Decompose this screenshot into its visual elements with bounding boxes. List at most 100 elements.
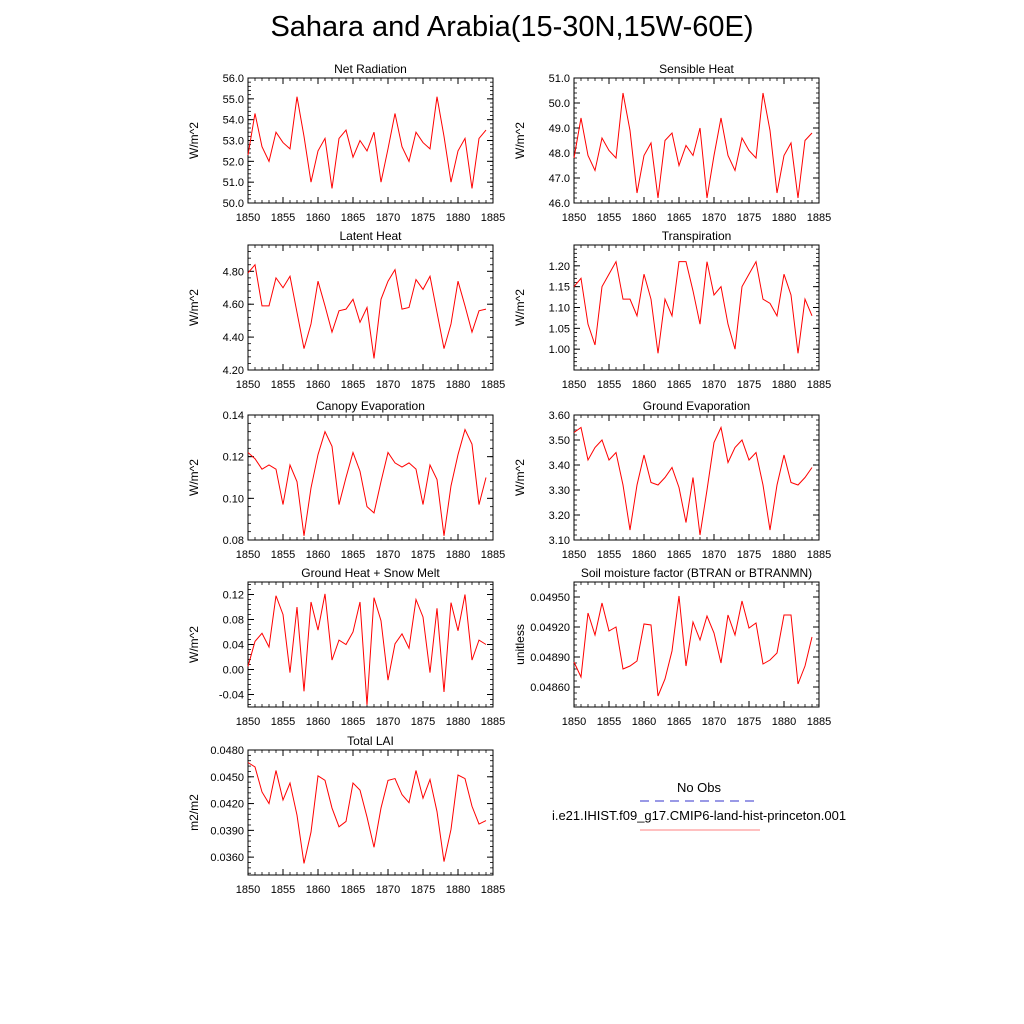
y-tick-label: 47.0 — [549, 173, 570, 185]
y-axis-label: m2/m2 — [187, 794, 201, 831]
x-tick-label: 1870 — [376, 716, 400, 728]
y-axis-label: W/m^2 — [187, 459, 201, 496]
x-tick-label: 1850 — [236, 716, 260, 728]
panel-1: Net Radiation 1850 1855 1860 1865 1870 1875 188… — [187, 62, 505, 224]
panel-3: Latent Heat 1850 1855 1860 1865 1870 1875 1880 1… — [187, 229, 505, 391]
y-tick-label: 3.50 — [549, 435, 570, 447]
x-tick-label: 1875 — [737, 379, 761, 391]
y-tick-label: 4.60 — [223, 299, 244, 311]
y-tick-label: 52.0 — [223, 156, 244, 168]
y-tick-label: 3.10 — [549, 535, 570, 547]
x-tick-label: 1885 — [807, 212, 831, 224]
y-tick-label: 1.00 — [549, 344, 570, 356]
x-tick-label: 1875 — [411, 379, 435, 391]
panel-title: Ground Heat + Snow Melt — [301, 566, 440, 580]
panel-5: Canopy Evaporation 1850 1855 1860 1865 1870 18… — [187, 399, 505, 561]
x-tick-label: 1855 — [271, 212, 295, 224]
y-axis-label: unitless — [513, 624, 527, 665]
plot-frame — [247, 414, 494, 541]
x-tick-label: 1875 — [411, 884, 435, 896]
x-tick-label: 1865 — [667, 212, 691, 224]
panel-title: Soil moisture factor (BTRAN or BTRANMN) — [581, 566, 812, 580]
y-tick-label: 49.0 — [549, 123, 570, 135]
y-tick-label: 0.04 — [223, 640, 244, 652]
series-line — [247, 263, 487, 359]
panel-title: Sensible Heat — [659, 62, 734, 76]
y-tick-label: 4.40 — [223, 332, 244, 344]
x-tick-label: 1870 — [376, 379, 400, 391]
x-tick-label: 1860 — [632, 379, 656, 391]
series-line — [247, 428, 487, 536]
x-tick-label: 1880 — [446, 212, 470, 224]
x-tick-label: 1885 — [481, 212, 505, 224]
x-tick-label: 1880 — [772, 716, 796, 728]
x-tick-label: 1850 — [236, 884, 260, 896]
series-line — [573, 92, 813, 199]
y-tick-label: 1.05 — [549, 323, 570, 335]
y-tick-label: 50.0 — [549, 98, 570, 110]
x-tick-label: 1860 — [306, 379, 330, 391]
x-tick-label: 1860 — [632, 549, 656, 561]
x-tick-label: 1875 — [411, 212, 435, 224]
y-tick-label: 0.0450 — [210, 772, 244, 784]
x-tick-label: 1850 — [562, 379, 586, 391]
legend-label-model: i.e21.IHIST.f09_g17.CMIP6-land-hist-prin… — [552, 808, 846, 823]
y-tick-label: 46.0 — [549, 198, 570, 210]
panel-7: Ground Heat + Snow Melt 1850 1855 1860 1865 1… — [187, 566, 505, 728]
y-tick-label: 3.60 — [549, 410, 570, 422]
x-tick-label: 1885 — [807, 379, 831, 391]
y-tick-label: 48.0 — [549, 148, 570, 160]
panel-title: Ground Evaporation — [643, 399, 750, 413]
panel-title: Transpiration — [662, 229, 732, 243]
plot-frame — [247, 244, 494, 371]
x-tick-label: 1860 — [306, 884, 330, 896]
x-tick-label: 1860 — [306, 549, 330, 561]
y-axis-label: W/m^2 — [187, 289, 201, 326]
panel-8: Soil moisture factor (BTRAN or BTRANMN) 1… — [513, 566, 831, 728]
x-tick-label: 1865 — [341, 884, 365, 896]
x-tick-label: 1860 — [632, 716, 656, 728]
y-tick-label: 4.20 — [223, 365, 244, 377]
x-tick-label: 1865 — [341, 212, 365, 224]
y-tick-label: 3.40 — [549, 460, 570, 472]
y-axis-label: W/m^2 — [187, 122, 201, 159]
x-tick-label: 1880 — [446, 549, 470, 561]
x-tick-label: 1850 — [562, 212, 586, 224]
x-tick-label: 1865 — [341, 716, 365, 728]
x-tick-label: 1885 — [481, 379, 505, 391]
panel-title: Canopy Evaporation — [316, 399, 425, 413]
x-tick-label: 1855 — [271, 716, 295, 728]
y-tick-label: 0.14 — [223, 410, 244, 422]
x-tick-label: 1875 — [737, 549, 761, 561]
x-tick-label: 1860 — [306, 716, 330, 728]
y-tick-label: 3.30 — [549, 485, 570, 497]
y-tick-label: 4.80 — [223, 266, 244, 278]
x-tick-label: 1880 — [446, 379, 470, 391]
panel-2: Sensible Heat 1850 1855 1860 1865 1870 1875 188… — [513, 62, 831, 224]
x-tick-label: 1860 — [632, 212, 656, 224]
x-tick-label: 1870 — [702, 716, 726, 728]
y-tick-label: 55.0 — [223, 94, 244, 106]
x-tick-label: 1855 — [271, 884, 295, 896]
y-tick-label: 1.20 — [549, 261, 570, 273]
x-tick-label: 1885 — [481, 716, 505, 728]
x-tick-label: 1885 — [481, 884, 505, 896]
y-tick-label: 0.0360 — [210, 852, 244, 864]
x-tick-label: 1860 — [306, 212, 330, 224]
y-tick-label: 1.15 — [549, 282, 570, 294]
y-axis-label: W/m^2 — [513, 459, 527, 496]
y-tick-label: 0.08 — [223, 615, 244, 627]
y-tick-label: 54.0 — [223, 115, 244, 127]
y-tick-label: 0.12 — [223, 452, 244, 464]
plot-frame — [247, 749, 494, 876]
x-tick-label: 1850 — [236, 212, 260, 224]
x-tick-label: 1870 — [702, 212, 726, 224]
panel-title: Latent Heat — [339, 229, 402, 243]
y-tick-label: 0.04920 — [530, 622, 570, 634]
x-tick-label: 1865 — [341, 379, 365, 391]
plot-frame — [573, 414, 820, 541]
x-tick-label: 1880 — [446, 716, 470, 728]
y-tick-label: 0.04950 — [530, 592, 570, 604]
x-tick-label: 1855 — [271, 549, 295, 561]
